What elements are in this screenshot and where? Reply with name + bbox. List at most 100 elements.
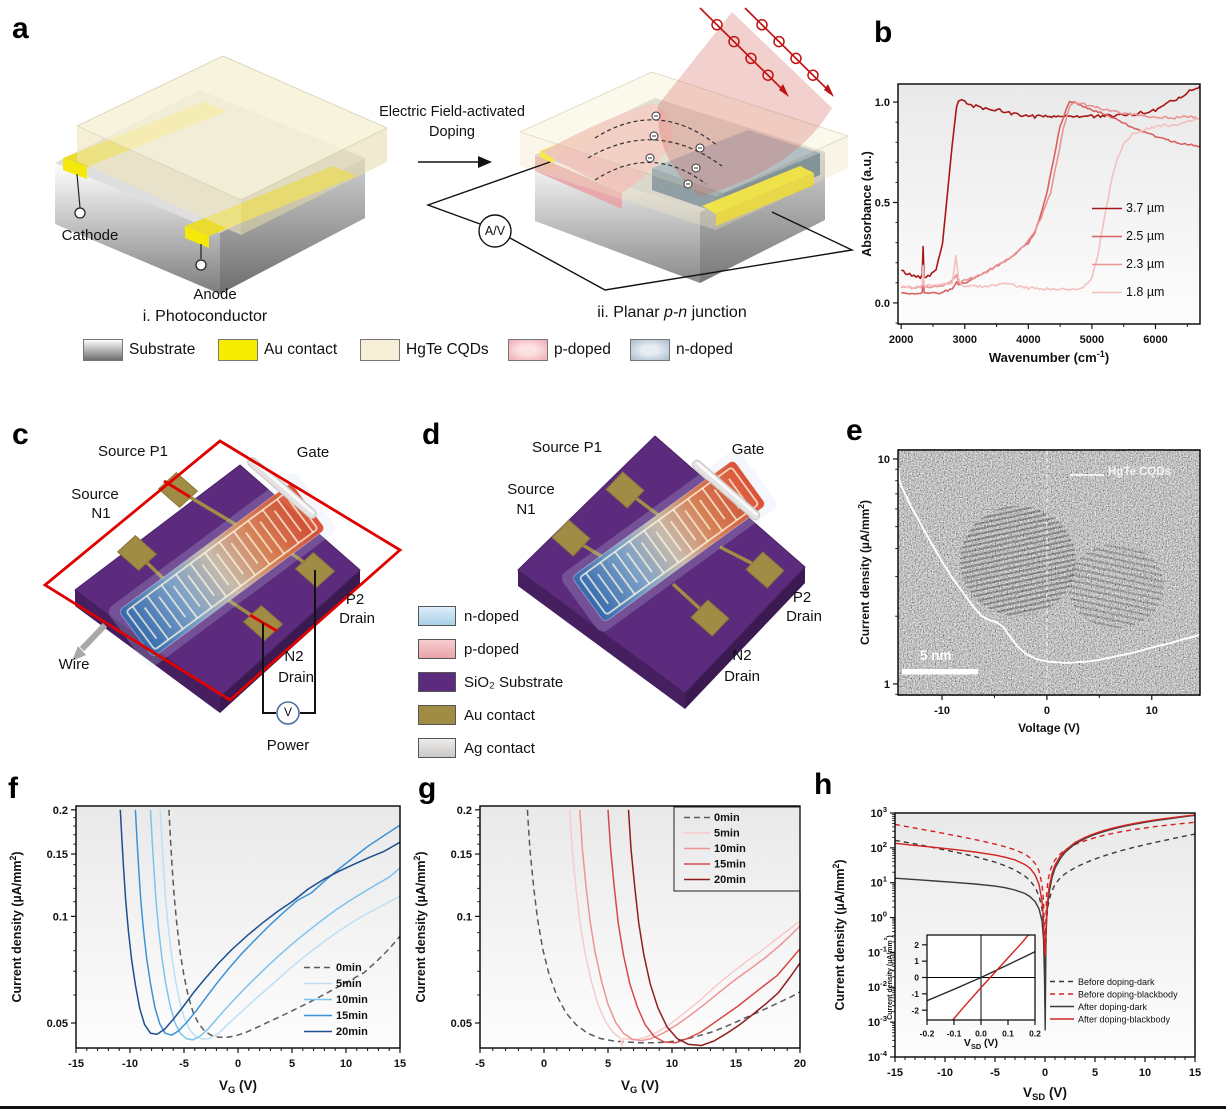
legend-label: p-doped: [464, 641, 520, 658]
transition-text-line1: Electric Field-activated: [379, 104, 525, 120]
svg-text:5min: 5min: [336, 978, 362, 990]
legend-label: Au contact: [264, 341, 338, 358]
transfer-curve-chart-p: -5 0 5 10 15 20 0.05 0.1 0.15 0.2 VG (V) Current de…: [412, 805, 806, 1096]
svg-text:0.05: 0.05: [47, 1018, 68, 1030]
svg-text:0.5: 0.5: [875, 197, 890, 209]
source-n1-label: Source: [71, 486, 119, 503]
svg-text:0: 0: [235, 1058, 241, 1070]
legend-label: n-doped: [464, 608, 520, 625]
svg-text:3000: 3000: [953, 334, 977, 346]
source-n1-label-d: Source: [507, 481, 555, 498]
svg-text:Wavenumber (cm-1): Wavenumber (cm-1): [989, 349, 1109, 365]
panel-label-d: d: [422, 418, 441, 451]
svg-text:0.2: 0.2: [457, 805, 472, 817]
hgte-cqds-annotation: HgTe CQDs: [1108, 466, 1172, 478]
panel-label-h: h: [814, 768, 833, 801]
transfer-curve-chart-n: -15 -10 -5 0 5 10 15 0.05 0.1 0.15 0.2 VG (V) Curren…: [8, 805, 406, 1096]
svg-text:-5: -5: [990, 1067, 1000, 1079]
svg-text:1.8 µm: 1.8 µm: [1126, 285, 1164, 299]
source-n1-label2: N1: [91, 505, 111, 522]
svg-text:102: 102: [870, 840, 887, 855]
svg-text:20: 20: [794, 1058, 806, 1070]
p2-drain-label2-d: Drain: [786, 608, 822, 625]
n-doped-swatch-d: [418, 606, 456, 626]
ag-contact-swatch: [418, 738, 456, 758]
anode-label: Anode: [193, 286, 237, 303]
panel-label-b: b: [874, 16, 893, 49]
svg-text:0min: 0min: [336, 962, 362, 974]
svg-text:101: 101: [870, 875, 887, 890]
svg-text:After doping-dark: After doping-dark: [1078, 1002, 1148, 1012]
svg-text:0.15: 0.15: [47, 849, 68, 861]
svg-text:-2: -2: [911, 1005, 919, 1015]
svg-text:1: 1: [884, 679, 890, 691]
svg-text:2.3 µm: 2.3 µm: [1126, 257, 1164, 271]
svg-text:4000: 4000: [1016, 334, 1040, 346]
svg-text:0.05: 0.05: [451, 1018, 472, 1030]
transition-text-line2: Doping: [429, 124, 475, 140]
svg-text:-0.2: -0.2: [920, 1029, 935, 1039]
svg-text:VSD (V): VSD (V): [1023, 1085, 1067, 1103]
svg-text:Current density (µA/mm2): Current density (µA/mm2): [856, 500, 872, 645]
svg-text:15min: 15min: [336, 1010, 368, 1022]
svg-text:Current density (µA/mm2): Current density (µA/mm2): [412, 852, 428, 1003]
svg-text:10min: 10min: [336, 994, 368, 1006]
svg-text:0.2: 0.2: [1029, 1029, 1041, 1039]
legend-label: Substrate: [129, 341, 196, 358]
caption-photoconductor: i. Photoconductor: [142, 308, 268, 325]
svg-text:Voltage (V): Voltage (V): [1018, 721, 1080, 735]
svg-text:-10: -10: [937, 1067, 953, 1079]
source-p1-label: Source P1: [97, 443, 169, 460]
hgte-cqds-swatch: [360, 339, 400, 361]
svg-text:-10: -10: [122, 1058, 138, 1070]
legend-label: p-doped: [554, 341, 611, 358]
svg-text:After doping-blackbody: After doping-blackbody: [1078, 1015, 1171, 1025]
svg-text:15: 15: [1189, 1067, 1201, 1079]
svg-text:10-4: 10-4: [868, 1049, 888, 1064]
svg-text:15: 15: [730, 1058, 742, 1070]
source-n1-label2-d: N1: [516, 501, 536, 518]
svg-text:-10: -10: [934, 705, 950, 717]
svg-text:0.0: 0.0: [975, 1029, 987, 1039]
p-doped-swatch: [508, 339, 548, 361]
svg-text:2000: 2000: [889, 334, 913, 346]
legend-label: n-doped: [676, 341, 733, 358]
svg-text:-15: -15: [887, 1067, 903, 1079]
source-p1-label-d: Source P1: [531, 439, 603, 456]
page-divider: [0, 1106, 1226, 1109]
tem-iv-chart: -10 0 10 1 10 Voltage (V) Current density (µA/…: [856, 449, 1201, 735]
svg-text:6000: 6000: [1143, 334, 1167, 346]
au-contact-swatch: [218, 339, 258, 361]
n2-drain-label2: Drain: [278, 669, 314, 686]
panel-label-a: a: [12, 12, 29, 45]
svg-text:0.1: 0.1: [1002, 1029, 1014, 1039]
svg-text:Absorbance (a.u.): Absorbance (a.u.): [860, 151, 874, 257]
panel-label-f: f: [8, 772, 18, 805]
svg-text:1.0: 1.0: [875, 97, 890, 109]
svg-text:0: 0: [914, 973, 919, 983]
legend-label: SiO₂ Substrate: [464, 674, 564, 691]
svg-text:3.7 µm: 3.7 µm: [1126, 201, 1164, 215]
svg-text:-1: -1: [911, 989, 919, 999]
svg-text:0: 0: [1044, 705, 1050, 717]
p2-drain-label2: Drain: [339, 610, 375, 627]
device-schematic-plain: [517, 435, 806, 709]
svg-text:15: 15: [394, 1058, 406, 1070]
legend-label: Ag contact: [464, 740, 535, 757]
svg-text:-5: -5: [475, 1058, 485, 1070]
svg-text:0: 0: [1042, 1067, 1048, 1079]
svg-text:10-2: 10-2: [868, 979, 887, 994]
panel-label-g: g: [418, 772, 437, 805]
svg-text:5: 5: [1092, 1067, 1098, 1079]
ammeter-voltmeter-label: A/V: [484, 224, 506, 238]
photoconductor-schematic: [55, 55, 388, 294]
cathode-label: Cathode: [61, 227, 119, 244]
svg-text:5min: 5min: [714, 828, 740, 840]
svg-text:10-3: 10-3: [868, 1014, 887, 1029]
power-label: Power: [266, 737, 310, 754]
svg-text:0: 0: [541, 1058, 547, 1070]
svg-text:5: 5: [605, 1058, 611, 1070]
panel-label-e: e: [846, 414, 863, 447]
svg-text:Current density (µA/mm2): Current density (µA/mm2): [883, 935, 894, 1020]
svg-text:0.0: 0.0: [875, 298, 890, 310]
